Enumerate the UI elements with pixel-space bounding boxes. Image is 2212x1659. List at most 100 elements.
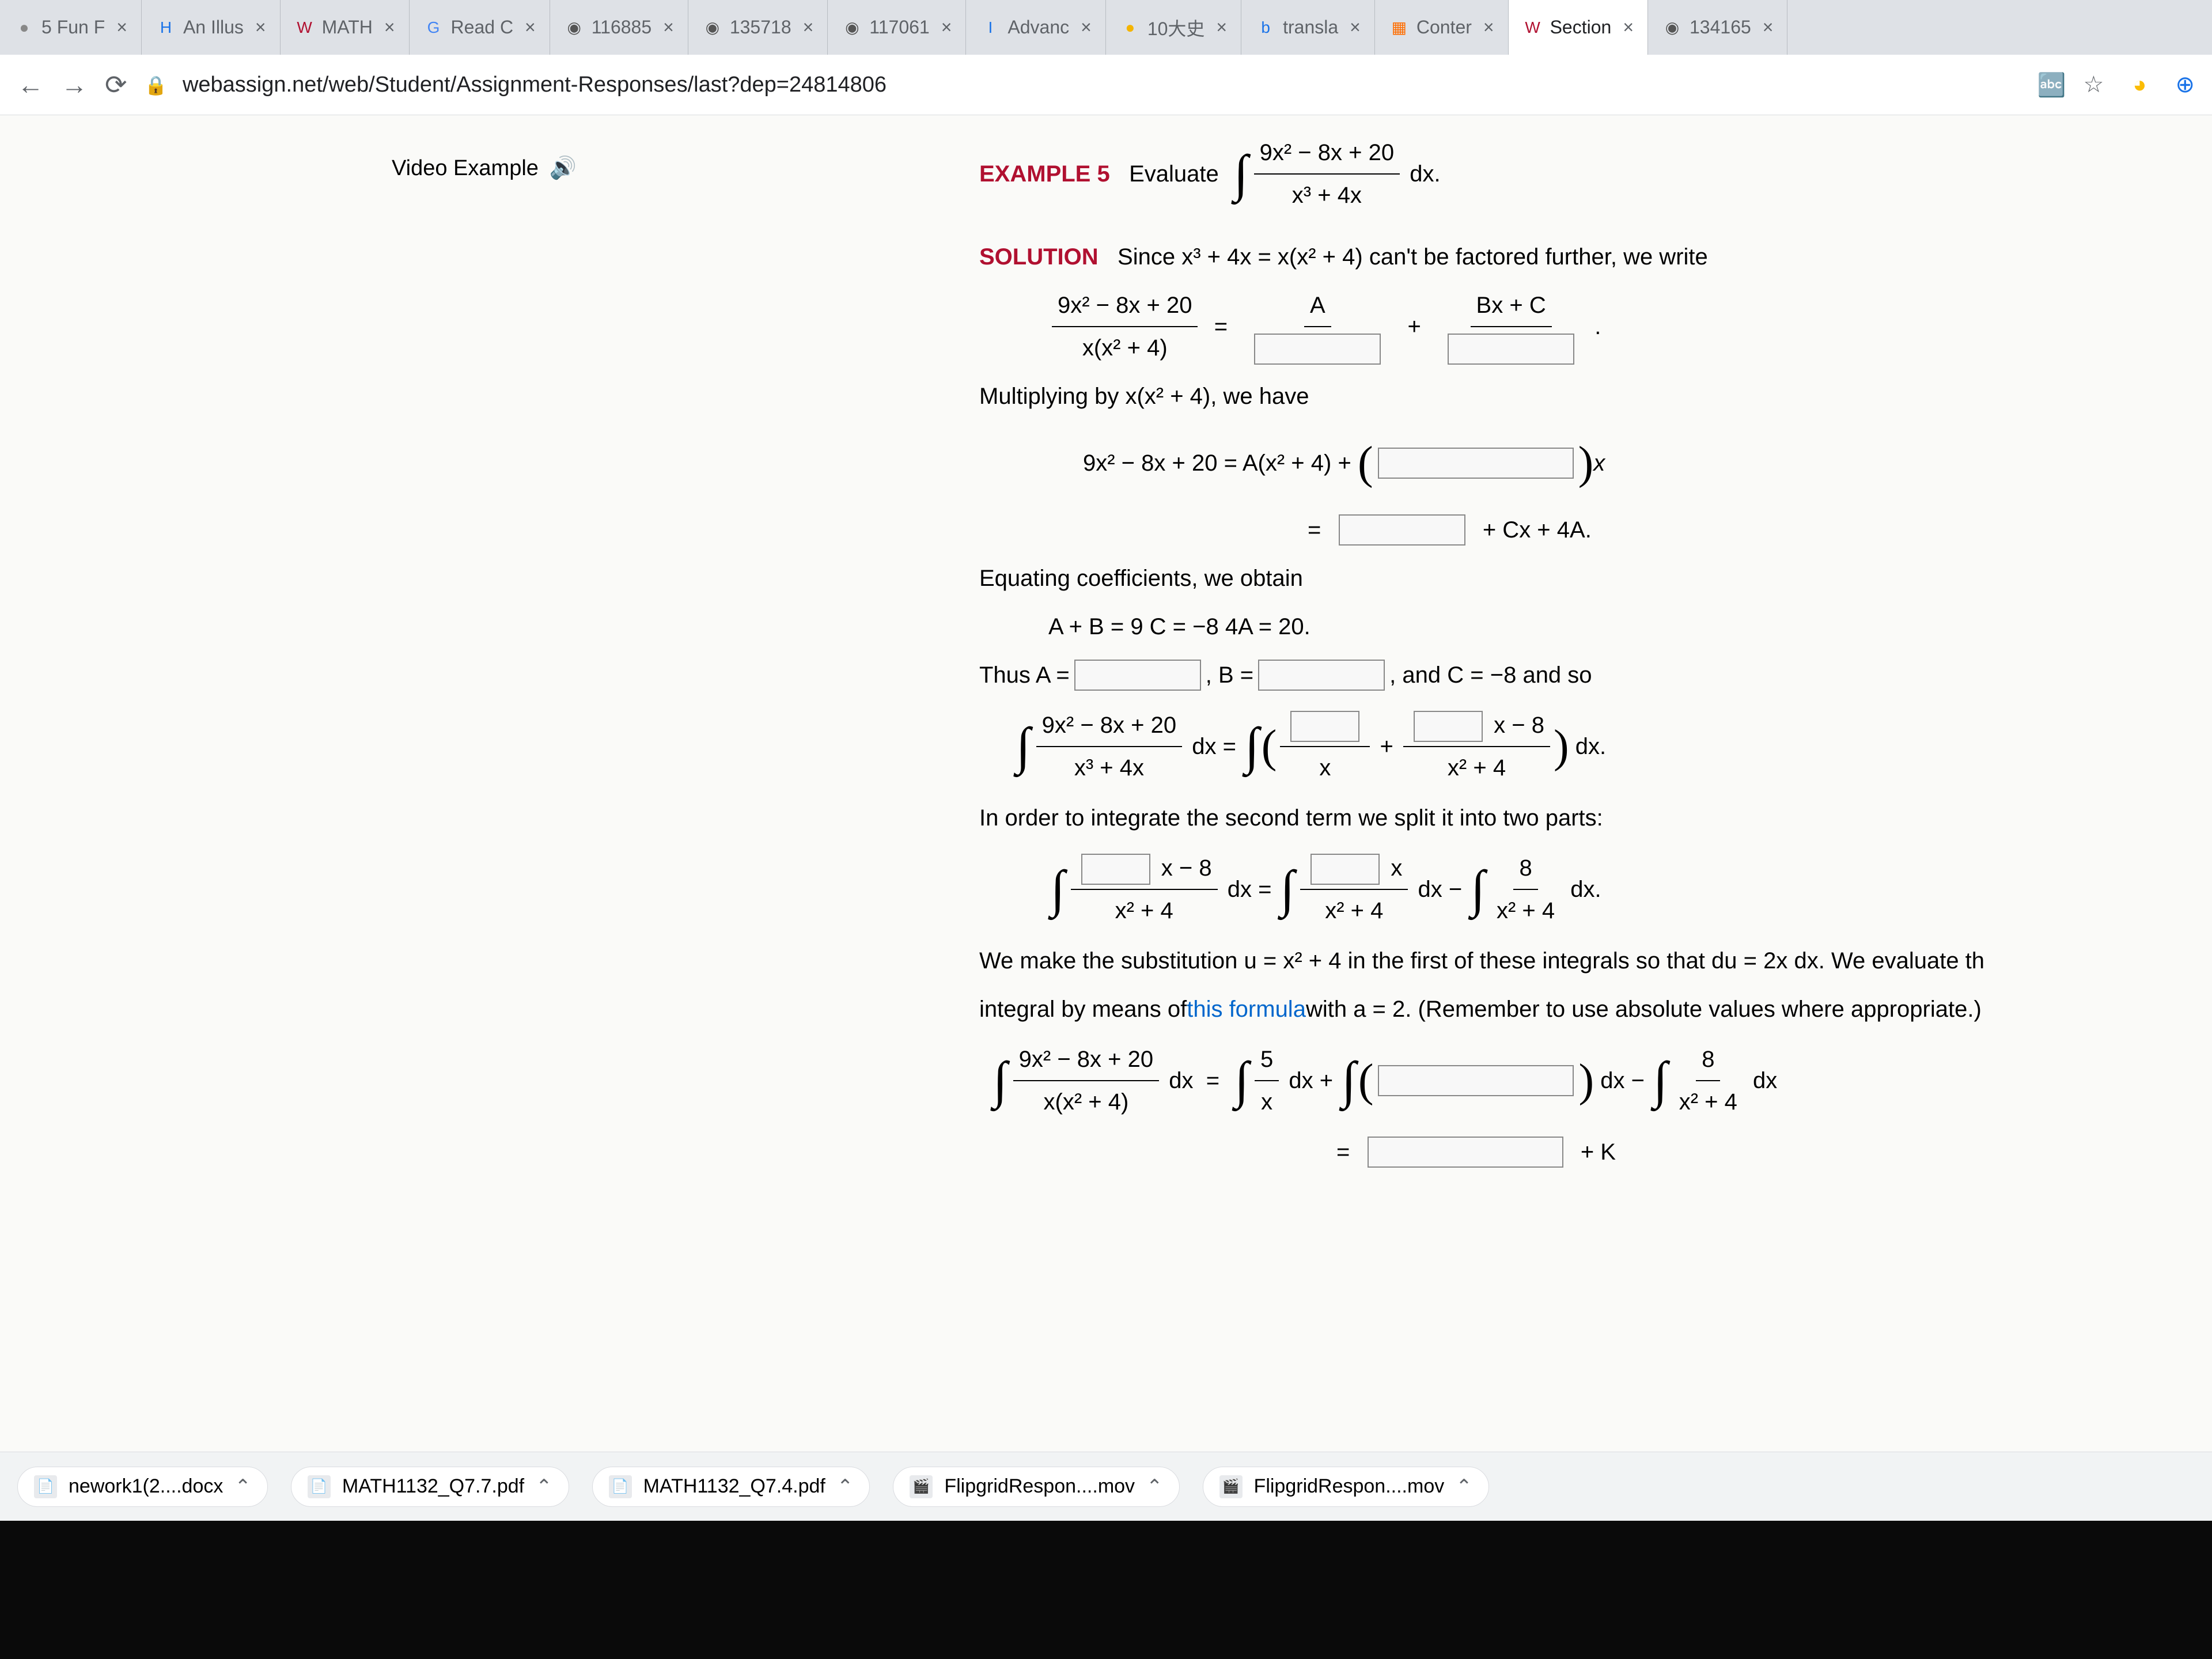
- speaker-icon[interactable]: 🔊: [549, 156, 576, 180]
- integral-icon: ∫: [1281, 848, 1295, 931]
- translate-icon[interactable]: 🔤: [2037, 71, 2066, 99]
- multiplying-text: Multiplying by x(x² + 4), we have: [979, 378, 2160, 415]
- integral-icon: ∫: [1016, 705, 1031, 788]
- close-icon[interactable]: ×: [1216, 17, 1227, 38]
- browser-tab[interactable]: WMATH×: [281, 0, 410, 55]
- zoom-icon[interactable]: ⊕: [2175, 71, 2195, 98]
- browser-tab[interactable]: I Advanc ×: [966, 0, 1105, 55]
- lock-icon: 🔒: [145, 75, 168, 96]
- close-icon[interactable]: ×: [1081, 17, 1092, 38]
- coeffs-text: A + B = 9 C = −8 4A = 20.: [1048, 608, 2160, 645]
- blank-eq1[interactable]: [1378, 448, 1574, 479]
- video-example-link[interactable]: Video Example 🔊: [392, 156, 577, 181]
- close-icon[interactable]: ×: [1763, 17, 1774, 38]
- favicon-icon: ◉: [564, 17, 585, 38]
- pf-lhs: 9x² − 8x + 20 x(x² + 4): [1052, 287, 1198, 366]
- blank-b[interactable]: [1258, 660, 1385, 691]
- browser-tab[interactable]: ◉116885×: [550, 0, 688, 55]
- close-icon[interactable]: ×: [525, 17, 536, 38]
- chevron-up-icon[interactable]: ⌃: [234, 1475, 251, 1498]
- browser-tab[interactable]: ◉135718×: [688, 0, 828, 55]
- evaluate-text: Evaluate: [1129, 156, 1219, 192]
- tab-label: Section: [1550, 17, 1612, 38]
- integral-icon: ∫: [1245, 705, 1259, 788]
- blank-split-2[interactable]: [1310, 854, 1380, 885]
- favicon-icon: W: [294, 17, 315, 38]
- laptop-bezel: [0, 1521, 2212, 1659]
- integrand-fraction: 9x² − 8x + 20 x³ + 4x: [1254, 134, 1400, 214]
- blank-split-1[interactable]: [1081, 854, 1150, 885]
- blank-denom-a[interactable]: [1254, 334, 1381, 365]
- browser-tabbar: ●5 Fun F×HAn Illus×WMATH×GRead C×◉116885…: [0, 0, 2212, 55]
- download-filename: FlipgridRespon....mov: [1254, 1475, 1445, 1498]
- tab-label: Advanc: [1007, 17, 1069, 38]
- tab-label: Conter: [1416, 17, 1472, 38]
- blank-int-b[interactable]: [1414, 711, 1483, 742]
- chevron-up-icon[interactable]: ⌃: [536, 1475, 552, 1498]
- tab-label: Read C: [451, 17, 514, 38]
- file-icon: 🎬: [910, 1475, 933, 1498]
- browser-tab[interactable]: ● 5 Fun F ×: [0, 0, 142, 55]
- close-icon[interactable]: ×: [384, 17, 395, 38]
- browser-tab[interactable]: GRead C×: [410, 0, 550, 55]
- this-formula-link[interactable]: this formula: [1187, 991, 1306, 1028]
- browser-tab[interactable]: WSection×: [1509, 0, 1648, 55]
- browser-tab[interactable]: HAn Illus×: [142, 0, 281, 55]
- equating-text: Equating coefficients, we obtain: [979, 560, 2160, 597]
- download-item[interactable]: 📄nework1(2....docx⌃: [17, 1467, 268, 1507]
- download-item[interactable]: 📄MATH1132_Q7.4.pdf⌃: [592, 1467, 870, 1507]
- favicon-icon: b: [1255, 17, 1276, 38]
- chevron-up-icon[interactable]: ⌃: [1146, 1475, 1163, 1498]
- browser-tab[interactable]: btransla×: [1241, 0, 1375, 55]
- integral-icon: ∫: [993, 1039, 1007, 1122]
- example-label: EXAMPLE 5: [979, 156, 1110, 192]
- file-icon: 🎬: [1219, 1475, 1243, 1498]
- close-icon[interactable]: ×: [803, 17, 814, 38]
- inorder-text: In order to integrate the second term we…: [979, 800, 2160, 836]
- blank-eq2[interactable]: [1339, 514, 1465, 546]
- close-icon[interactable]: ×: [941, 17, 952, 38]
- browser-tab[interactable]: ● 10大史 ×: [1106, 0, 1241, 55]
- blank-final-answer[interactable]: [1368, 1137, 1563, 1168]
- download-item[interactable]: 🎬 FlipgridRespon....mov ⌃: [1203, 1467, 1489, 1507]
- tab-label: 10大史: [1147, 14, 1205, 41]
- pf-term-a: A: [1244, 287, 1391, 366]
- close-icon[interactable]: ×: [255, 17, 266, 38]
- forward-button[interactable]: →: [61, 69, 88, 100]
- favicon-icon: I: [980, 17, 1001, 38]
- pf-term-b: Bx + C: [1437, 287, 1585, 366]
- browser-tab[interactable]: ▦ Conter ×: [1375, 0, 1509, 55]
- download-filename: nework1(2....docx: [69, 1475, 223, 1498]
- close-icon[interactable]: ×: [1623, 17, 1634, 38]
- chevron-up-icon[interactable]: ⌃: [1456, 1475, 1472, 1498]
- blank-a[interactable]: [1074, 660, 1201, 691]
- blank-int-a[interactable]: [1290, 711, 1359, 742]
- download-item[interactable]: 📄MATH1132_Q7.7.pdf⌃: [291, 1467, 569, 1507]
- extension-icon[interactable]: ◕: [2133, 72, 2146, 98]
- back-button[interactable]: ←: [17, 69, 44, 100]
- tab-label: 5 Fun F: [41, 17, 105, 38]
- address-bar[interactable]: 🔒 webassign.net/web/Student/Assignment-R…: [145, 73, 2009, 97]
- math-body: EXAMPLE 5 Evaluate ∫ 9x² − 8x + 20 x³ + …: [979, 121, 2160, 1182]
- bookmark-star-icon[interactable]: ☆: [2083, 71, 2104, 98]
- favicon-icon: ▦: [1389, 17, 1410, 38]
- blank-denom-b[interactable]: [1448, 334, 1574, 365]
- close-icon[interactable]: ×: [116, 17, 127, 38]
- chevron-up-icon[interactable]: ⌃: [837, 1475, 854, 1498]
- tab-label: 117061: [869, 17, 929, 38]
- close-icon[interactable]: ×: [663, 17, 674, 38]
- integral-icon: ∫: [1051, 848, 1065, 931]
- favicon-icon: ●: [14, 17, 35, 38]
- reload-button[interactable]: ⟳: [105, 69, 127, 100]
- integral-icon: ∫: [1234, 1039, 1249, 1122]
- download-filename: MATH1132_Q7.7.pdf: [342, 1475, 524, 1498]
- favicon-icon: ◉: [1662, 17, 1683, 38]
- download-item[interactable]: 🎬FlipgridRespon....mov⌃: [893, 1467, 1179, 1507]
- favicon-icon: ●: [1120, 17, 1141, 38]
- tab-label: 134165: [1690, 17, 1751, 38]
- close-icon[interactable]: ×: [1350, 17, 1361, 38]
- blank-final-1[interactable]: [1378, 1065, 1574, 1096]
- browser-tab[interactable]: ◉117061×: [828, 0, 966, 55]
- browser-tab[interactable]: ◉ 134165 ×: [1648, 0, 1787, 55]
- close-icon[interactable]: ×: [1483, 17, 1494, 38]
